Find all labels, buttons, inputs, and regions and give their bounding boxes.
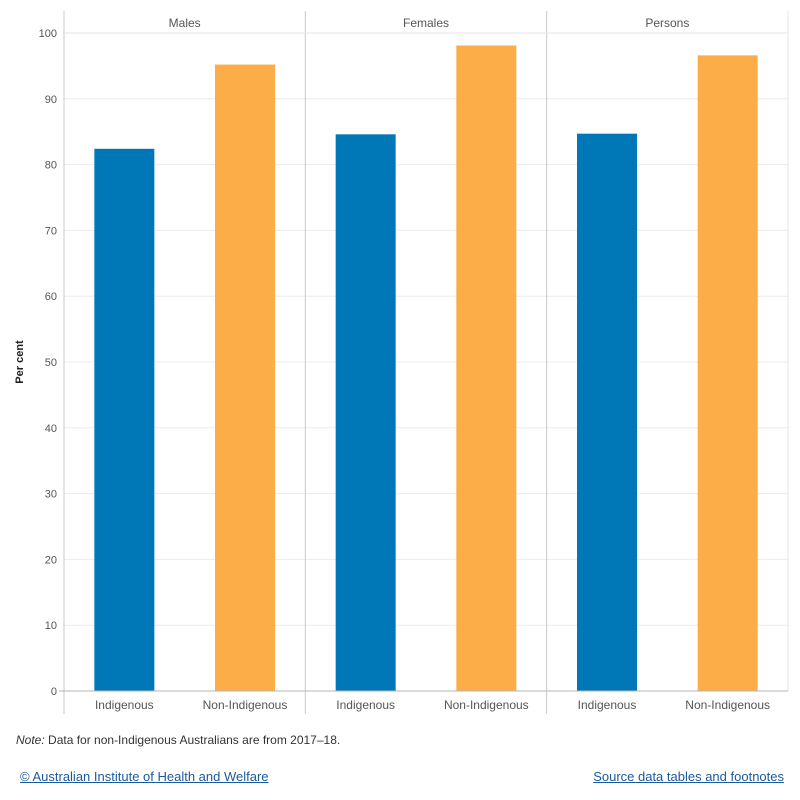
y-tick-label: 90: [45, 94, 57, 106]
panel-header: Persons: [645, 16, 689, 30]
panel-header: Females: [403, 16, 449, 30]
y-tick-label: 40: [45, 423, 57, 435]
chart: 0 10 20 30 40 50 60 70 80 90 100 Per cent Males Indig…: [14, 11, 789, 714]
bar: [697, 55, 758, 691]
panel-header: Males: [169, 16, 201, 30]
y-tick-label: 70: [45, 225, 57, 237]
copyright-link[interactable]: © Australian Institute of Health and Wel…: [20, 769, 269, 784]
bar: [456, 45, 517, 691]
note-text: Data for non-Indigenous Australians are …: [44, 733, 341, 747]
bar: [577, 133, 637, 691]
chart-note: Note: Data for non-Indigenous Australian…: [16, 733, 340, 747]
x-tick-label: Indigenous: [336, 698, 395, 712]
y-tick-label: 60: [45, 291, 57, 303]
bar: [215, 64, 275, 692]
y-tick-label: 10: [45, 620, 57, 632]
x-tick-label: Indigenous: [95, 698, 154, 712]
y-tick-label: 100: [39, 28, 57, 40]
y-tick-label: 0: [51, 686, 57, 698]
source-data-link[interactable]: Source data tables and footnotes: [593, 769, 784, 784]
x-tick-label: Non-Indigenous: [444, 698, 529, 712]
bar: [94, 148, 155, 692]
y-tick-label: 80: [45, 160, 57, 172]
y-tick-label: 30: [45, 489, 57, 501]
y-tick-label: 50: [45, 357, 57, 369]
x-tick-label: Non-Indigenous: [685, 698, 770, 712]
y-axis-label: Per cent: [14, 340, 26, 384]
bar: [335, 134, 396, 691]
y-tick-label: 20: [45, 554, 57, 566]
x-tick-label: Non-Indigenous: [203, 698, 288, 712]
note-label: Note:: [16, 733, 45, 747]
x-tick-label: Indigenous: [578, 698, 637, 712]
